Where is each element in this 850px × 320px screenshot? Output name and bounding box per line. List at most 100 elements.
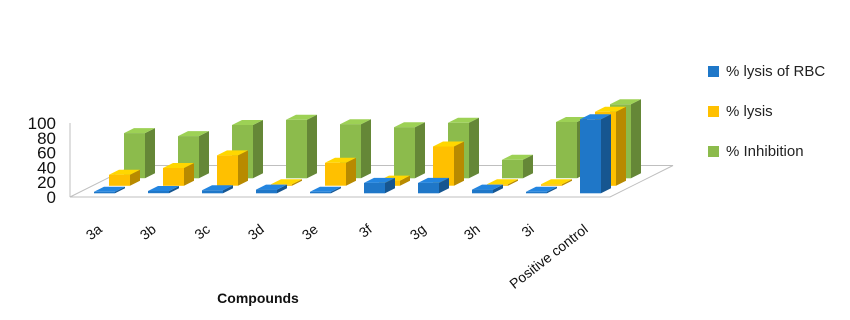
legend-label-lysis-rbc: % lysis of RBC xyxy=(726,62,826,80)
bar-top-inhibition-4 xyxy=(340,119,371,125)
bar-top-inhibition-7 xyxy=(502,154,533,160)
bar-side-lysis-9 xyxy=(616,106,626,186)
bar-side-lysis-of-rbc-5 xyxy=(385,177,395,194)
bar-lysis-of-rbc-0 xyxy=(94,191,115,194)
x-tick-label: 3c xyxy=(191,221,213,243)
bar-side-inhibition-3 xyxy=(307,114,317,179)
y-tick-label: 60 xyxy=(37,144,56,163)
bar-inhibition-0 xyxy=(124,133,145,179)
legend-swatch-lysis xyxy=(708,105,719,117)
bar-top-lysis-of-rbc-4 xyxy=(310,186,341,192)
bar-lysis-of-rbc-8 xyxy=(526,191,547,194)
x-tick-label: 3e xyxy=(299,221,321,243)
bar-side-inhibition-4 xyxy=(361,119,371,179)
bar-top-lysis-4 xyxy=(325,157,356,163)
bar-top-lysis-0 xyxy=(109,169,140,175)
bar-lysis-of-rbc-2 xyxy=(202,190,223,194)
bar-top-lysis-7 xyxy=(487,179,518,185)
legend-label-lysis: % lysis xyxy=(726,102,773,120)
bar-top-inhibition-5 xyxy=(394,122,425,128)
bar-lysis-2 xyxy=(217,155,238,186)
legend-item-lysis: % lysis xyxy=(708,100,848,122)
bar-top-lysis-3 xyxy=(271,179,302,185)
bar-side-inhibition-6 xyxy=(469,117,479,179)
bar-side-lysis-4 xyxy=(346,157,356,186)
bar-lysis-of-rbc-7 xyxy=(472,189,493,194)
bar-top-lysis-1 xyxy=(163,163,194,168)
bar-top-lysis-of-rbc-5 xyxy=(364,177,395,183)
bar-lysis-of-rbc-3 xyxy=(256,189,277,194)
bar-lysis-of-rbc-6 xyxy=(418,182,439,194)
bar-lysis-of-rbc-4 xyxy=(310,191,331,194)
bar-top-lysis-of-rbc-2 xyxy=(202,185,233,191)
bar-side-lysis-of-rbc-6 xyxy=(439,177,449,194)
bar-top-inhibition-8 xyxy=(556,117,587,122)
bar-side-lysis-8 xyxy=(562,179,572,186)
bar-top-lysis-of-rbc-3 xyxy=(256,184,287,190)
bar-side-lysis-of-rbc-0 xyxy=(115,186,125,194)
bar-lysis-0 xyxy=(109,174,130,186)
bar-side-inhibition-0 xyxy=(145,128,155,179)
bar-lysis-of-rbc-9 xyxy=(580,119,601,194)
bar-side-lysis-1 xyxy=(184,163,194,186)
bar-top-inhibition-3 xyxy=(286,114,317,120)
bar-side-lysis-3 xyxy=(292,179,302,186)
bar-top-lysis-8 xyxy=(541,179,572,185)
bar-side-lysis-0 xyxy=(130,169,140,186)
bar-lysis-of-rbc-5 xyxy=(364,182,385,194)
bar-side-inhibition-5 xyxy=(415,122,425,179)
bar-top-inhibition-9 xyxy=(610,99,641,105)
bar-side-lysis-of-rbc-8 xyxy=(547,186,557,194)
bar-top-inhibition-1 xyxy=(178,131,209,137)
x-tick-label: 3a xyxy=(83,221,105,243)
bar-side-lysis-of-rbc-7 xyxy=(493,184,503,194)
bar-top-lysis-6 xyxy=(433,141,464,147)
x-tick-label: 3h xyxy=(461,221,483,243)
bar-top-lysis-9 xyxy=(595,106,626,112)
y-tick-label: 0 xyxy=(47,188,56,207)
bar-lysis-of-rbc-1 xyxy=(148,191,169,194)
bar-side-lysis-of-rbc-9 xyxy=(601,114,611,194)
y-tick-label: 40 xyxy=(37,158,56,177)
bar-inhibition-3 xyxy=(286,119,307,179)
legend-item-inhibition: % Inhibition xyxy=(708,140,848,162)
bar-top-lysis-of-rbc-6 xyxy=(418,177,449,183)
legend-swatch-inhibition xyxy=(708,145,719,157)
legend-item-lysis-rbc: % lysis of RBC xyxy=(708,60,848,82)
bar-top-lysis-of-rbc-1 xyxy=(148,186,179,191)
bar-side-lysis-of-rbc-2 xyxy=(223,185,233,194)
bar-lysis-8 xyxy=(541,184,562,186)
bar-side-lysis-7 xyxy=(508,179,518,186)
bar-top-lysis-of-rbc-0 xyxy=(94,186,125,192)
x-tick-label: Positive control xyxy=(506,221,591,292)
legend-swatch-lysis-rbc xyxy=(708,65,719,77)
x-tick-label: 3i xyxy=(518,221,536,240)
bar-side-lysis-5 xyxy=(400,175,410,186)
x-tick-label: 3g xyxy=(407,221,429,243)
bar-inhibition-7 xyxy=(502,159,523,179)
bar-top-inhibition-2 xyxy=(232,120,263,125)
x-tick-label: 3f xyxy=(356,221,375,241)
bar-side-inhibition-7 xyxy=(523,154,533,179)
x-tick-label: 3b xyxy=(137,221,159,243)
bar-top-lysis-of-rbc-7 xyxy=(472,184,503,190)
legend: % lysis of RBC % lysis % Inhibition xyxy=(708,60,848,180)
bar-lysis-6 xyxy=(433,146,454,186)
bar-side-inhibition-9 xyxy=(631,99,641,179)
bar-side-lysis-of-rbc-4 xyxy=(331,186,341,194)
legend-label-inhibition: % Inhibition xyxy=(726,142,804,160)
bar-lysis-1 xyxy=(163,168,184,186)
bar-lysis-4 xyxy=(325,162,346,186)
bar-side-lysis-2 xyxy=(238,150,248,186)
x-axis-title: Compounds xyxy=(217,290,299,306)
y-tick-label: 80 xyxy=(37,129,56,148)
bar-top-inhibition-0 xyxy=(124,128,155,134)
y-tick-label: 100 xyxy=(28,114,56,133)
bar-top-lysis-2 xyxy=(217,150,248,156)
bar-side-inhibition-2 xyxy=(253,120,263,179)
bar-top-lysis-of-rbc-8 xyxy=(526,186,557,192)
x-tick-label: 3d xyxy=(245,221,267,243)
bar-side-lysis-of-rbc-3 xyxy=(277,184,287,194)
